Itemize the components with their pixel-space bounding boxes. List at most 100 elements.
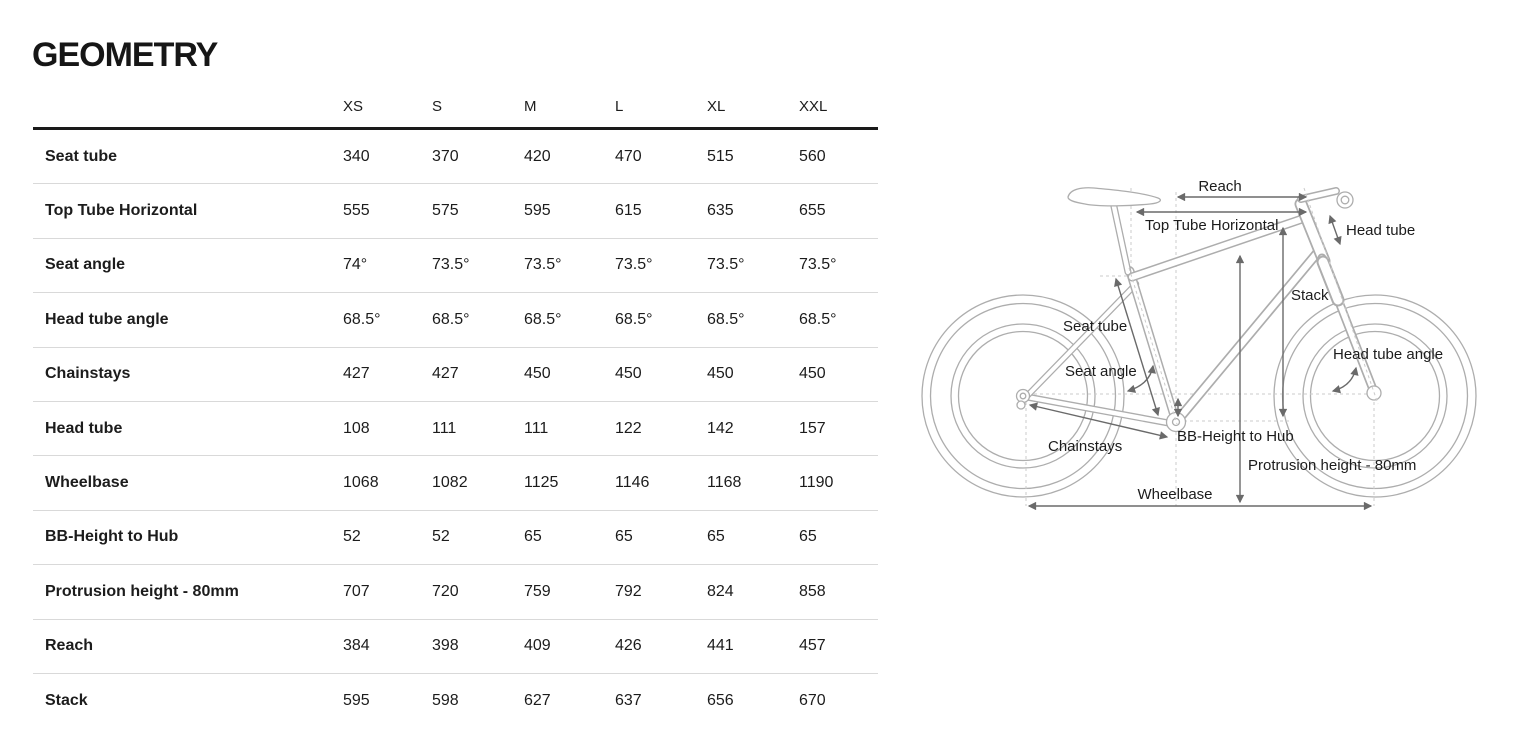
table-body: Seat tube 340 370 420 470 515 560 Top Tube Hori… [33, 130, 878, 727]
cell-value: 65 [707, 528, 725, 546]
row-label: Chainstays [45, 365, 131, 383]
cell-value: 470 [615, 147, 642, 165]
cell-value: 74° [343, 256, 368, 274]
cell-value: 426 [615, 637, 642, 655]
cell-value: 384 [343, 637, 370, 655]
cell-value: 427 [343, 365, 370, 383]
cell-value: 111 [524, 419, 549, 437]
cell-value: 670 [799, 691, 826, 709]
cell-value: 68.5° [524, 310, 562, 328]
cell-value: 68.5° [615, 310, 653, 328]
cell-value: 441 [707, 637, 734, 655]
cell-value: 52 [432, 528, 450, 546]
cell-value: 52 [343, 528, 361, 546]
table-header-row: XS S M L XL XXL [33, 85, 878, 130]
column-header: XL [707, 97, 726, 115]
saddle-icon [1067, 187, 1161, 207]
row-label: Stack [45, 691, 88, 709]
cell-value: 73.5° [432, 256, 470, 274]
table-row: Protrusion height - 80mm 707 720 759 792 824 8… [33, 565, 878, 620]
table-row: Top Tube Horizontal 555 575 595 615 635 655 [33, 184, 878, 239]
column-header: L [615, 97, 624, 115]
cell-value: 73.5° [615, 256, 653, 274]
cell-value: 515 [707, 147, 734, 165]
cell-value: 409 [524, 637, 551, 655]
table-row: BB-Height to Hub 52 52 65 65 65 65 [33, 511, 878, 566]
cell-value: 450 [524, 365, 551, 383]
cell-value: 575 [432, 202, 459, 220]
row-label: Reach [45, 637, 94, 655]
cell-value: 450 [707, 365, 734, 383]
row-label: Seat angle [45, 256, 126, 274]
cell-value: 73.5° [524, 256, 562, 274]
cell-value: 340 [343, 147, 370, 165]
cell-value: 1168 [707, 474, 742, 492]
cell-value: 427 [432, 365, 459, 383]
cell-value: 1146 [615, 474, 650, 492]
bike-geometry-diagram: Reach Top Tube Horizontal Head tube Stac… [921, 178, 1477, 511]
head-tube-label: Head tube [1346, 222, 1415, 239]
cell-value: 707 [343, 582, 370, 600]
rear-hub-icon [1015, 388, 1031, 404]
cell-value: 111 [432, 419, 457, 437]
cell-value: 858 [799, 582, 826, 600]
cell-value: 656 [707, 691, 734, 709]
cell-value: 635 [707, 202, 734, 220]
cell-value: 122 [615, 419, 642, 437]
cell-value: 1082 [432, 474, 468, 492]
axis-lines [1128, 187, 1379, 425]
cell-value: 450 [799, 365, 826, 383]
table-row: Seat tube 340 370 420 470 515 560 [33, 130, 878, 185]
cell-value: 595 [524, 202, 551, 220]
row-label: BB-Height to Hub [45, 528, 179, 546]
front-wheel-icon [1273, 294, 1477, 498]
cell-value: 1125 [524, 474, 559, 492]
cell-value: 595 [343, 691, 370, 709]
table-row: Head tube 108 111 111 122 142 157 [33, 402, 878, 457]
table-row: Seat angle 74° 73.5° 73.5° 73.5° 73.5° 73.5° [33, 239, 878, 294]
cell-value: 68.5° [343, 310, 381, 328]
seat-tube-label: Seat tube [1063, 318, 1127, 335]
head-tube-angle-label: Head tube angle [1333, 346, 1443, 363]
reach-label: Reach [1198, 178, 1241, 195]
cell-value: 615 [615, 202, 642, 220]
cell-value: 65 [615, 528, 633, 546]
cell-value: 792 [615, 582, 642, 600]
cell-value: 627 [524, 691, 551, 709]
cell-value: 637 [615, 691, 642, 709]
top-tube-horizontal-label: Top Tube Horizontal [1145, 217, 1278, 234]
column-header: XS [343, 97, 364, 115]
cell-value: 1068 [343, 474, 379, 492]
table-row: Stack 595 598 627 637 656 670 [33, 674, 878, 727]
cell-value: 560 [799, 147, 826, 165]
column-header: XXL [799, 97, 828, 115]
table-row: Head tube angle 68.5° 68.5° 68.5° 68.5° 68.5°… [33, 293, 878, 348]
cell-value: 370 [432, 147, 459, 165]
cell-value: 65 [524, 528, 542, 546]
cell-value: 555 [343, 202, 370, 220]
cell-value: 68.5° [432, 310, 470, 328]
column-header: S [432, 97, 443, 115]
bb-height-to-hub-label: BB-Height to Hub [1177, 428, 1294, 445]
row-label: Protrusion height - 80mm [45, 582, 239, 600]
diagram-labels: Reach Top Tube Horizontal Head tube Stac… [1048, 178, 1443, 503]
cell-value: 108 [343, 419, 370, 437]
row-label: Head tube [45, 419, 123, 437]
cell-value: 68.5° [799, 310, 837, 328]
chainstays-arrow [1028, 402, 1169, 440]
chainstays-label: Chainstays [1048, 438, 1122, 455]
page-title: GEOMETRY [32, 36, 218, 74]
cell-value: 450 [615, 365, 642, 383]
cell-value: 655 [799, 202, 826, 220]
rear-derailleur-icon [1016, 400, 1026, 410]
column-header: M [524, 97, 537, 115]
head-tube-angle-arc [1331, 366, 1359, 394]
seat-angle-arc [1126, 364, 1156, 393]
cell-value: 73.5° [707, 256, 745, 274]
cell-value: 824 [707, 582, 734, 600]
row-label: Wheelbase [45, 474, 129, 492]
cell-value: 759 [524, 582, 551, 600]
cell-value: 1190 [799, 474, 834, 492]
stack-label: Stack [1291, 287, 1329, 304]
